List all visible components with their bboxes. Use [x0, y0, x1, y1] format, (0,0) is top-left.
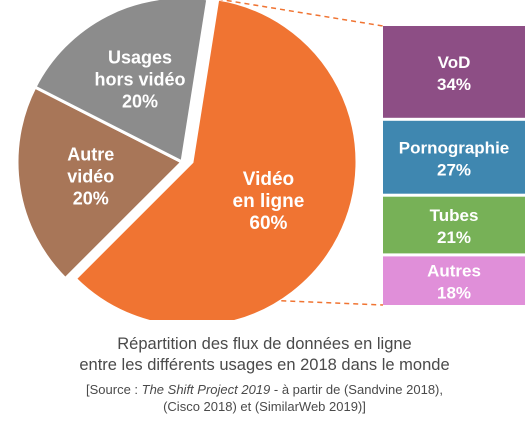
caption-line-2: entre les différents usages en 2018 dans… [79, 356, 450, 374]
connector-line-1 [219, 0, 384, 27]
pie-label-line: hors vidéo [95, 70, 186, 90]
breakdown-segment-percent: 27% [437, 160, 471, 179]
breakdown-segment-name: Autres [427, 262, 481, 281]
source-line-1: [Source : The Shift Project 2019 - à par… [0, 381, 529, 398]
pie-label-2: Autre vidéo 20% [67, 144, 114, 208]
pie-label-line: 20% [122, 92, 158, 112]
breakdown-segment-autres [383, 256, 525, 305]
breakdown-segment-percent: 18% [437, 284, 471, 303]
breakdown-segment-percent: 34% [437, 75, 471, 94]
pie-label-line: 20% [73, 188, 109, 208]
pie-label-line: Usages [108, 48, 172, 68]
pie-slices: Vidéo en ligne 60%Autre vidéo 20%Usages hors … [15, 0, 359, 320]
breakdown-segment-pornographie [383, 120, 525, 194]
pie-slice-1 [73, 0, 359, 320]
pie-label-line: vidéo [67, 166, 114, 186]
pie-label-3: Usages hors vidéo 20% [95, 48, 186, 112]
breakdown-segment-name: VoD [438, 53, 471, 72]
pie-label-line: en ligne [233, 191, 305, 212]
chart-caption: Répartition des flux de données en ligne… [0, 334, 529, 376]
breakdown-segment-name: Tubes [430, 206, 479, 225]
caption-line-1: Répartition des flux de données en ligne [117, 335, 412, 353]
connector-lines [219, 0, 384, 306]
source-prefix: [Source : [86, 382, 142, 397]
breakdown-bar: VoD 34% Pornographie 27% Tubes 21% Autres 18% [383, 26, 525, 305]
breakdown-segment-tubes [383, 196, 525, 254]
pie-label-1: Vidéo en ligne 60% [233, 169, 305, 234]
pie-label-line: 60% [249, 213, 287, 234]
pie-label-line: Vidéo [243, 169, 294, 190]
breakdown-segment-vod [383, 26, 525, 118]
source-suffix: - à partir de (Sandvine 2018), [270, 382, 443, 397]
pie-slice-3 [32, 0, 210, 165]
pie-slice-2 [15, 85, 185, 281]
breakdown-segment-name: Pornographie [399, 138, 510, 157]
source-italic: The Shift Project 2019 [141, 382, 271, 397]
breakdown-segment-percent: 21% [437, 228, 471, 247]
source-note: [Source : The Shift Project 2019 - à par… [0, 381, 529, 415]
source-line-2: (Cisco 2018) et (SimilarWeb 2019)] [163, 399, 366, 414]
pie-label-line: Autre [67, 144, 114, 164]
pie-chart: Vidéo en ligne 60%Autre vidéo 20%Usages hors … [15, 0, 525, 320]
connector-line-2 [281, 300, 384, 306]
